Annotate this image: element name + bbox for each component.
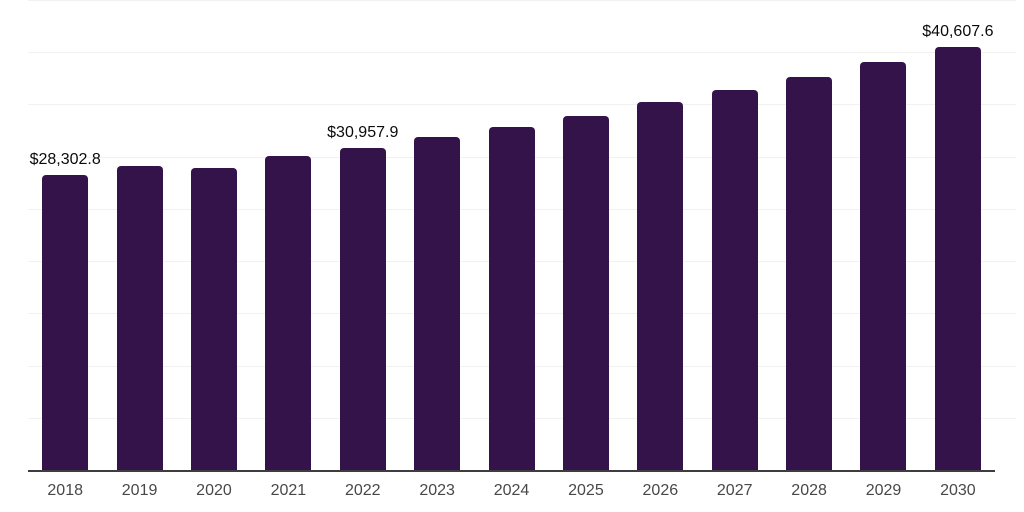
x-tick-label-2023: 2023 — [419, 482, 455, 499]
bar-column-2026 — [623, 1, 697, 471]
bar-2024[interactable] — [488, 126, 535, 471]
bar-2030[interactable] — [934, 46, 981, 471]
x-tick-label-2018: 2018 — [47, 482, 83, 499]
x-axis-labels: 2018 2019 2020 2021 2022 2023 2024 2025 2026 2027… — [28, 482, 995, 500]
bar-column-2027 — [698, 1, 772, 471]
bar-column-2018: $28,302.8 — [28, 1, 102, 471]
bar-2021[interactable] — [265, 156, 312, 471]
bars: $28,302.8 $30,957.9 $40,607.6 — [28, 1, 995, 471]
bar-column-2029 — [846, 1, 920, 471]
x-tick-label-2028: 2028 — [791, 482, 827, 499]
gridline-45000 — [28, 0, 1016, 1]
bar-column-2023 — [400, 1, 474, 471]
bar-2018[interactable] — [42, 175, 89, 471]
bar-2027[interactable] — [711, 89, 758, 471]
x-tick-label-2025: 2025 — [568, 482, 604, 499]
bar-2029[interactable] — [860, 62, 907, 471]
bar-column-2022: $30,957.9 — [326, 1, 400, 471]
x-tick-label-2019: 2019 — [121, 482, 158, 499]
value-label-2022: $30,957.9 — [327, 123, 399, 141]
bar-2026[interactable] — [637, 102, 684, 471]
bar-column-2019 — [102, 1, 176, 471]
bar-column-2030: $40,607.6 — [921, 1, 995, 471]
bar-2019[interactable] — [116, 166, 163, 471]
bar-2022[interactable] — [339, 147, 386, 471]
x-tick-label-2026: 2026 — [642, 482, 679, 499]
x-tick-label-2029: 2029 — [865, 482, 902, 499]
x-tick-label-2027: 2027 — [716, 482, 753, 499]
bar-column-2025 — [549, 1, 623, 471]
x-tick-label-2024: 2024 — [493, 482, 530, 499]
bar-column-2024 — [474, 1, 548, 471]
value-label-2030: $40,607.6 — [922, 22, 994, 40]
x-tick-label-2022: 2022 — [344, 482, 381, 499]
bar-column-2028 — [772, 1, 846, 471]
gridline-35000 — [28, 104, 1016, 106]
bar-2025[interactable] — [562, 115, 609, 471]
x-tick-label-2030: 2030 — [940, 482, 976, 499]
bar-2020[interactable] — [190, 167, 237, 471]
bar-column-2021 — [251, 1, 325, 471]
x-axis-line — [28, 470, 995, 472]
gridline-40000 — [28, 52, 1016, 54]
x-tick-label-2021: 2021 — [270, 482, 307, 499]
x-tick-label-2020: 2020 — [196, 482, 232, 499]
value-label-2018: $28,302.8 — [29, 151, 101, 169]
bar-2023[interactable] — [414, 136, 461, 471]
plot-area: $28,302.8 $30,957.9 $40,607.6 — [28, 0, 1016, 472]
bar-column-2020 — [177, 1, 251, 471]
bar-2028[interactable] — [786, 77, 833, 471]
